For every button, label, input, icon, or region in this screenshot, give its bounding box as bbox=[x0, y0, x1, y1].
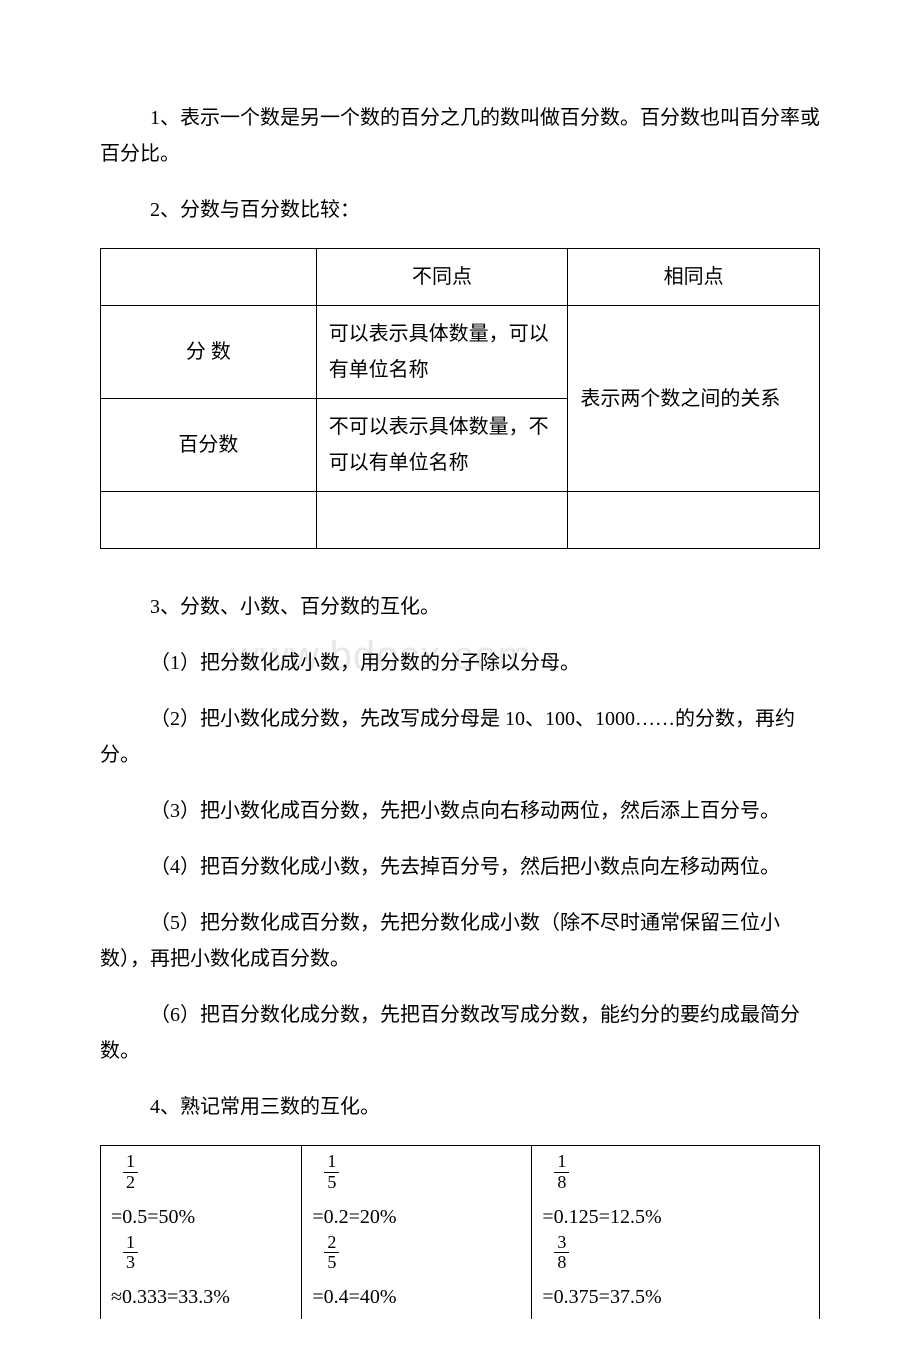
comparison-table: 不同点 相同点 分 数 可以表示具体数量，可以有单位名称 表示两个数之间的关系 … bbox=[100, 248, 820, 549]
conversion-cell: 1 5 =0.2=20% 2 5 =0.4=40% bbox=[302, 1146, 532, 1320]
paragraph-4: （1）把分数化成小数，用分数的分子除以分母。 bbox=[100, 645, 820, 681]
cell-empty bbox=[316, 492, 568, 549]
paragraph-1: 1、表示一个数是另一个数的百分之几的数叫做百分数。百分数也叫百分率或百分比。 bbox=[100, 100, 820, 172]
paragraph-9: （6）把百分数化成分数，先把百分数改写成分数，能约分的要约成最简分数。 bbox=[100, 997, 820, 1069]
cell-fraction-label: 分 数 bbox=[101, 306, 317, 399]
cell-percent-diff: 不可以表示具体数量，不可以有单位名称 bbox=[316, 399, 568, 492]
table-row: 分 数 可以表示具体数量，可以有单位名称 表示两个数之间的关系 bbox=[101, 306, 820, 399]
fraction-denominator: 5 bbox=[324, 1173, 339, 1193]
cell-percent-label: 百分数 bbox=[101, 399, 317, 492]
paragraph-3: 3、分数、小数、百分数的互化。 bbox=[100, 589, 820, 625]
cell-empty bbox=[101, 492, 317, 549]
equation-text: =0.125=12.5% bbox=[542, 1201, 809, 1233]
cell-header-diff: 不同点 bbox=[316, 249, 568, 306]
cell-fraction-diff: 可以表示具体数量，可以有单位名称 bbox=[316, 306, 568, 399]
equation-text: =0.2=20% bbox=[312, 1201, 521, 1233]
fraction-numerator: 1 bbox=[123, 1152, 138, 1173]
equation-text: =0.4=40% bbox=[312, 1281, 521, 1313]
cell-header-blank bbox=[101, 249, 317, 306]
conversion-cell: 1 8 =0.125=12.5% 3 8 =0.375=37.5% bbox=[532, 1146, 820, 1320]
fraction-denominator: 8 bbox=[554, 1173, 569, 1193]
fraction-denominator: 5 bbox=[324, 1253, 339, 1273]
table-row bbox=[101, 492, 820, 549]
conversion-cell: 1 2 =0.5=50% 1 3 ≈0.333=33.3% bbox=[101, 1146, 302, 1320]
paragraph-10: 4、熟记常用三数的互化。 bbox=[100, 1089, 820, 1125]
paragraph-6: （3）把小数化成百分数，先把小数点向右移动两位，然后添上百分号。 bbox=[100, 793, 820, 829]
cell-same-merged: 表示两个数之间的关系 bbox=[568, 306, 820, 492]
paragraph-5: （2）把小数化成分数，先改写成分母是 10、100、1000……的分数，再约分。 bbox=[100, 701, 820, 773]
conversion-table: 1 2 =0.5=50% 1 3 ≈0.333=33.3% 1 5 =0.2=2… bbox=[100, 1145, 820, 1319]
equation-text: ≈0.333=33.3% bbox=[111, 1281, 291, 1313]
table-row: 1 2 =0.5=50% 1 3 ≈0.333=33.3% 1 5 =0.2=2… bbox=[101, 1146, 820, 1320]
paragraph-8: （5）把分数化成百分数，先把分数化成小数（除不尽时通常保留三位小数），再把小数化… bbox=[100, 905, 820, 977]
fraction-denominator: 8 bbox=[554, 1253, 569, 1273]
table-row: 不同点 相同点 bbox=[101, 249, 820, 306]
fraction: 1 2 bbox=[123, 1152, 138, 1193]
fraction-denominator: 2 bbox=[123, 1173, 138, 1193]
fraction: 1 8 bbox=[554, 1152, 569, 1193]
fraction-denominator: 3 bbox=[123, 1253, 138, 1273]
cell-empty bbox=[568, 492, 820, 549]
fraction: 1 3 bbox=[123, 1233, 138, 1274]
equation-text: =0.5=50% bbox=[111, 1201, 291, 1233]
paragraph-7: （4）把百分数化成小数，先去掉百分号，然后把小数点向左移动两位。 bbox=[100, 849, 820, 885]
fraction: 1 5 bbox=[324, 1152, 339, 1193]
fraction-numerator: 1 bbox=[324, 1152, 339, 1173]
fraction-numerator: 2 bbox=[324, 1233, 339, 1254]
fraction-numerator: 3 bbox=[554, 1233, 569, 1254]
fraction: 2 5 bbox=[324, 1233, 339, 1274]
fraction: 3 8 bbox=[554, 1233, 569, 1274]
fraction-numerator: 1 bbox=[554, 1152, 569, 1173]
equation-text: =0.375=37.5% bbox=[542, 1281, 809, 1313]
paragraph-2: 2、分数与百分数比较： bbox=[100, 192, 820, 228]
fraction-numerator: 1 bbox=[123, 1233, 138, 1254]
cell-header-same: 相同点 bbox=[568, 249, 820, 306]
